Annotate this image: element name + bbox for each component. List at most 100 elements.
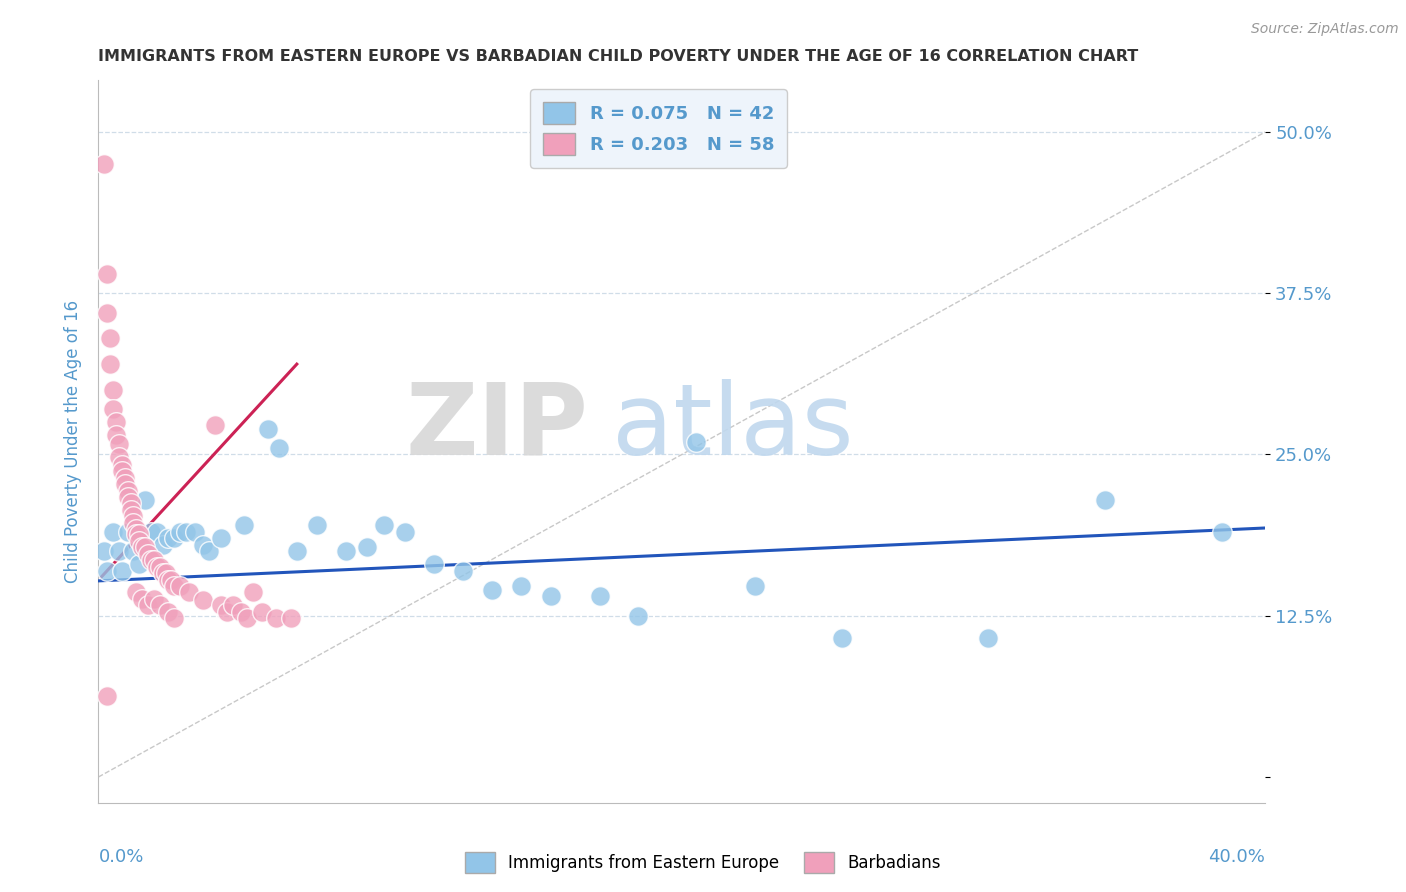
Point <box>131 591 153 606</box>
Point <box>589 590 612 604</box>
Point <box>209 599 232 613</box>
Point <box>307 518 329 533</box>
Legend: R = 0.075   N = 42, R = 0.203   N = 58: R = 0.075 N = 42, R = 0.203 N = 58 <box>530 89 787 168</box>
Point <box>250 605 273 619</box>
Point <box>117 490 139 504</box>
Point <box>128 533 150 548</box>
Text: 0.0%: 0.0% <box>98 848 143 866</box>
Point <box>136 599 159 613</box>
Point <box>977 631 1000 645</box>
Point <box>131 541 153 555</box>
Point <box>114 477 136 491</box>
Point <box>101 383 124 397</box>
Point <box>128 557 150 571</box>
Point <box>120 496 142 510</box>
Y-axis label: Child Poverty Under the Age of 16: Child Poverty Under the Age of 16 <box>63 300 82 583</box>
Point <box>104 415 127 429</box>
Point <box>451 564 474 578</box>
Point <box>183 524 205 539</box>
Point <box>152 538 174 552</box>
Point <box>233 518 256 533</box>
Point <box>193 538 215 552</box>
Point <box>204 417 226 432</box>
Point <box>1211 524 1233 539</box>
Point <box>744 579 766 593</box>
Point <box>831 631 853 645</box>
Point <box>157 605 180 619</box>
Point <box>285 544 308 558</box>
Point <box>280 611 302 625</box>
Point <box>266 611 288 625</box>
Point <box>96 305 118 319</box>
Point <box>93 157 115 171</box>
Point <box>198 544 221 558</box>
Point <box>373 518 395 533</box>
Point <box>108 450 131 464</box>
Point <box>163 611 186 625</box>
Point <box>134 541 156 555</box>
Point <box>104 428 127 442</box>
Point <box>111 458 134 472</box>
Point <box>98 357 121 371</box>
Point <box>139 553 162 567</box>
Text: 40.0%: 40.0% <box>1209 848 1265 866</box>
Point <box>160 573 183 587</box>
Point <box>136 547 159 561</box>
Point <box>128 527 150 541</box>
Point <box>157 573 180 587</box>
Point <box>142 591 165 606</box>
Point <box>685 434 707 449</box>
Point <box>149 559 172 574</box>
Point <box>209 531 232 545</box>
Point <box>231 605 253 619</box>
Point <box>108 544 131 558</box>
Point <box>627 608 650 623</box>
Point <box>269 441 291 455</box>
Point <box>125 522 148 536</box>
Point <box>114 471 136 485</box>
Point <box>481 582 503 597</box>
Point <box>120 503 142 517</box>
Point <box>242 585 264 599</box>
Point <box>122 516 145 530</box>
Point <box>111 464 134 478</box>
Point <box>335 544 357 558</box>
Point <box>394 524 416 539</box>
Text: atlas: atlas <box>612 378 853 475</box>
Point <box>177 585 200 599</box>
Point <box>139 524 162 539</box>
Point <box>122 544 145 558</box>
Point <box>423 557 446 571</box>
Point <box>1094 492 1116 507</box>
Point <box>174 524 197 539</box>
Point <box>111 564 134 578</box>
Point <box>108 437 131 451</box>
Point <box>96 689 118 703</box>
Point <box>152 566 174 581</box>
Point <box>146 559 169 574</box>
Point <box>149 599 172 613</box>
Point <box>510 579 533 593</box>
Point <box>155 566 177 581</box>
Point <box>93 544 115 558</box>
Point <box>98 331 121 345</box>
Point <box>221 599 243 613</box>
Point <box>256 422 278 436</box>
Point <box>125 527 148 541</box>
Point <box>122 509 145 524</box>
Point <box>117 483 139 498</box>
Point <box>142 553 165 567</box>
Text: IMMIGRANTS FROM EASTERN EUROPE VS BARBADIAN CHILD POVERTY UNDER THE AGE OF 16 CO: IMMIGRANTS FROM EASTERN EUROPE VS BARBAD… <box>98 49 1139 64</box>
Point <box>163 531 186 545</box>
Point <box>101 524 124 539</box>
Point <box>236 611 259 625</box>
Point <box>169 524 191 539</box>
Point <box>146 524 169 539</box>
Text: ZIP: ZIP <box>406 378 589 475</box>
Point <box>193 593 215 607</box>
Point <box>169 579 191 593</box>
Point <box>96 267 118 281</box>
Point <box>134 492 156 507</box>
Point <box>101 402 124 417</box>
Legend: Immigrants from Eastern Europe, Barbadians: Immigrants from Eastern Europe, Barbadia… <box>458 846 948 880</box>
